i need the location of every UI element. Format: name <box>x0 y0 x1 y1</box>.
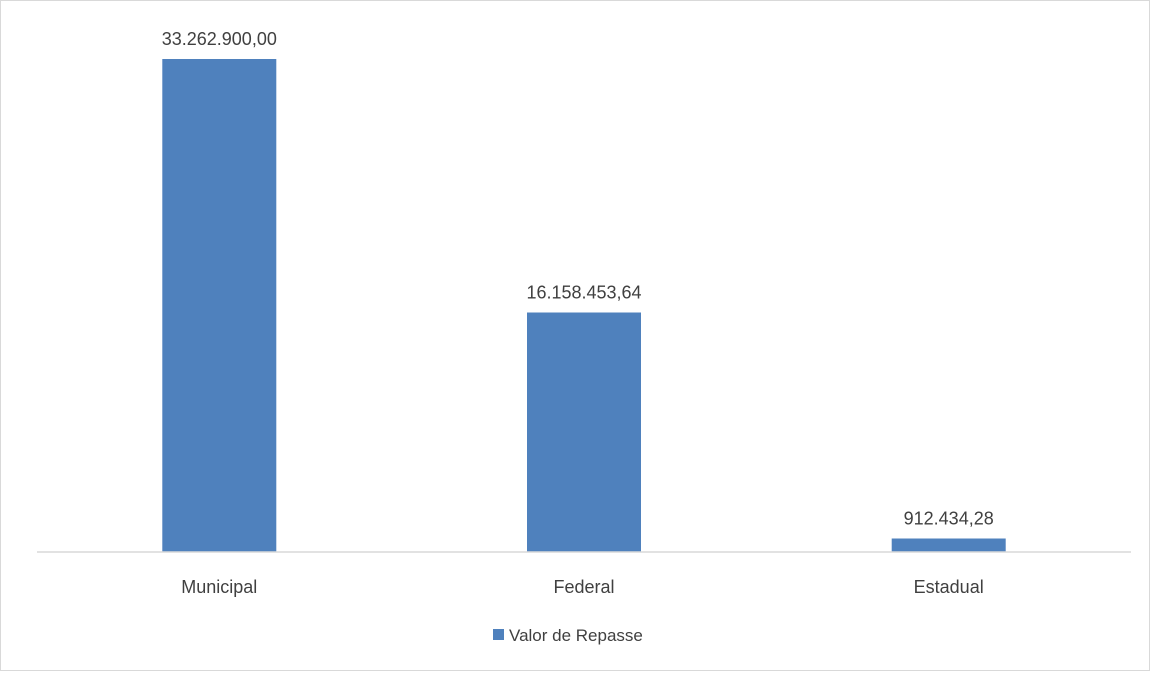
x-tick-label-municipal: Municipal <box>181 577 257 597</box>
data-label-estadual: 912.434,28 <box>904 509 994 529</box>
bars-layer <box>162 59 1006 552</box>
data-label-federal: 16.158.453,64 <box>526 283 641 303</box>
x-tick-label-estadual: Estadual <box>914 577 984 597</box>
data-label-municipal: 33.262.900,00 <box>162 29 277 49</box>
x-tick-labels: Municipal Federal Estadual <box>181 577 983 597</box>
bar-estadual <box>891 538 1006 552</box>
bar-municipal <box>162 59 277 552</box>
legend-swatch <box>493 629 504 640</box>
x-tick-label-federal: Federal <box>553 577 614 597</box>
labels-layer: 33.262.900,00 16.158.453,64 912.434,28 <box>162 29 994 529</box>
bar-federal <box>527 312 641 552</box>
legend: Valor de Repasse <box>493 626 643 645</box>
legend-label: Valor de Repasse <box>509 626 643 645</box>
